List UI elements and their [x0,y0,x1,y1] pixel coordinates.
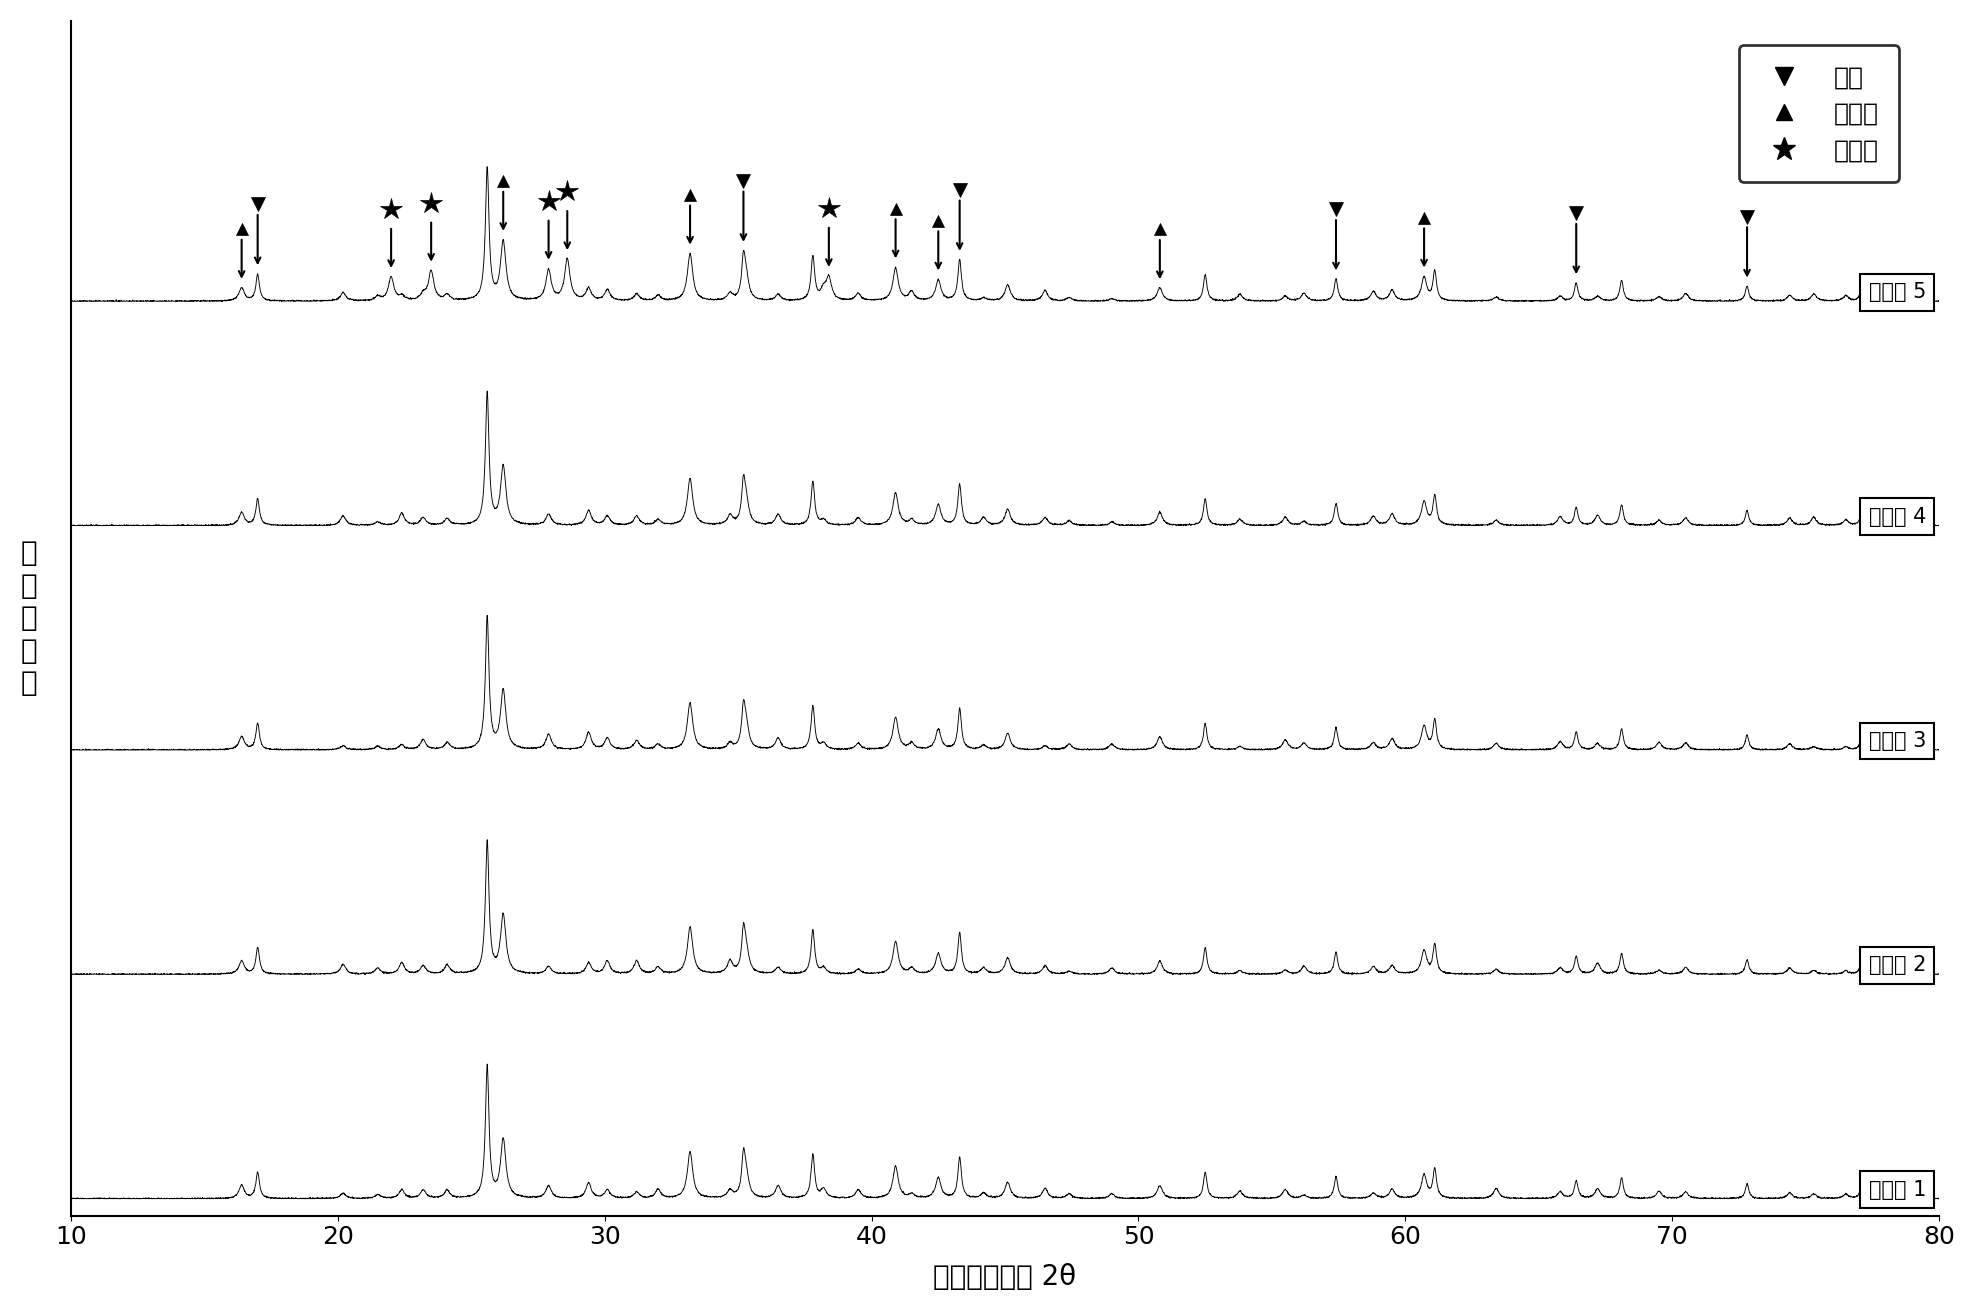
X-axis label: 衍射峰位角度 2θ: 衍射峰位角度 2θ [933,1263,1077,1291]
Text: 实施例 2: 实施例 2 [1869,955,1927,975]
Text: 实施例 1: 实施例 1 [1869,1179,1927,1199]
Text: 实施例 5: 实施例 5 [1869,282,1927,302]
Legend: 刚玉, 莫来石, 斜长石: 刚玉, 莫来石, 斜长石 [1739,46,1899,182]
Text: 实施例 4: 实施例 4 [1869,506,1927,526]
Text: 实施例 3: 实施例 3 [1869,731,1927,750]
Y-axis label: 衍
射
峰
强
度: 衍 射 峰 强 度 [22,539,38,697]
